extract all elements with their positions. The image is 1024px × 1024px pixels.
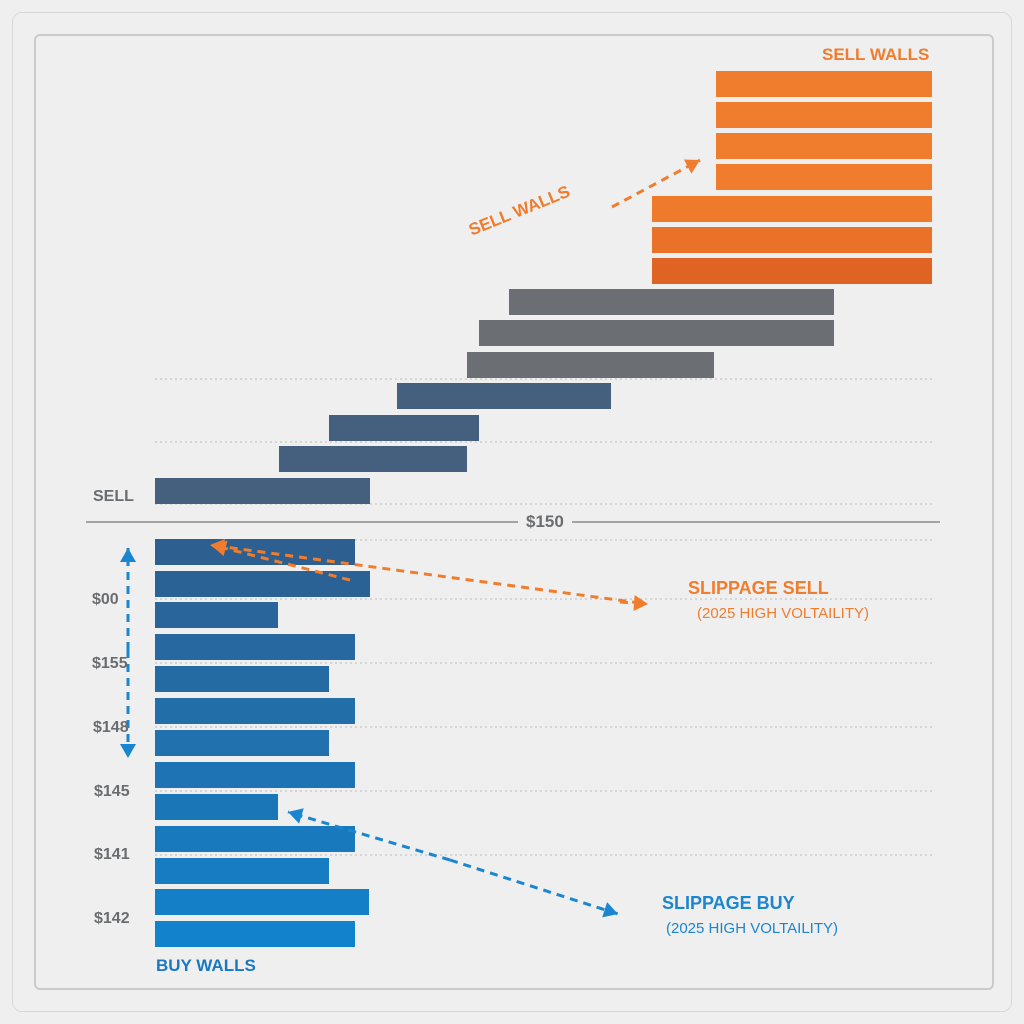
order-bar xyxy=(155,889,369,915)
slippage-sell-subtitle: (2025 HIGH VOLTAILITY) xyxy=(697,605,869,622)
order-bar xyxy=(155,730,329,756)
order-bar xyxy=(716,102,932,128)
slippage-buy-arrow xyxy=(449,858,619,916)
slippage-buy-subtitle: (2025 HIGH VOLTAILITY) xyxy=(666,920,838,937)
slippage-sell-arrow xyxy=(211,543,351,582)
tick-label: $145 xyxy=(94,783,130,800)
sell-walls-arrow xyxy=(611,158,701,209)
slippage-buy-label: SLIPPAGE BUY xyxy=(662,893,795,913)
order-bar xyxy=(155,762,355,788)
tick-label: $155 xyxy=(92,655,128,672)
order-bar xyxy=(155,858,329,884)
sell-walls-arrow-head xyxy=(683,159,700,174)
order-bar xyxy=(279,446,467,472)
order-bar xyxy=(716,133,932,159)
order-bar xyxy=(155,602,278,628)
slippage-buy-arrow-head xyxy=(602,902,618,918)
slippage-sell-arrow-head xyxy=(212,540,228,557)
range-arrow-up-head xyxy=(120,548,136,562)
order-bar xyxy=(155,921,355,947)
order-bar xyxy=(155,826,355,852)
chart-frame xyxy=(34,34,994,990)
order-bar xyxy=(155,698,355,724)
order-bar xyxy=(329,415,479,441)
order-bar xyxy=(155,571,370,597)
order-bar xyxy=(155,478,370,504)
order-bar xyxy=(155,539,355,565)
sell-walls-title: SELL WALLS xyxy=(822,45,930,64)
slippage-sell-arrow-end-head xyxy=(633,595,648,611)
order-bar xyxy=(397,383,611,409)
order-bar xyxy=(716,71,932,97)
order-bar xyxy=(509,289,834,315)
order-bar xyxy=(155,666,329,692)
outer-frame xyxy=(12,12,1012,1012)
tick-label: $142 xyxy=(94,910,130,927)
order-bar xyxy=(652,258,932,284)
order-bar xyxy=(467,352,714,378)
order-bar xyxy=(155,794,278,820)
range-arrow-down-head xyxy=(120,744,136,758)
buy-walls-label: BUY WALLS xyxy=(156,956,256,975)
tick-label: $141 xyxy=(94,846,130,863)
slippage-sell-arrow xyxy=(209,543,641,605)
tick-label: $148 xyxy=(93,719,129,736)
sell-label: SELL xyxy=(93,488,134,505)
tick-label: $00 xyxy=(92,591,119,608)
order-bar xyxy=(652,196,932,222)
order-bar xyxy=(716,164,932,190)
slippage-sell-label: SLIPPAGE SELL xyxy=(688,578,829,598)
slippage-sell-arrow-end xyxy=(619,600,649,606)
mid-price-label: $150 xyxy=(518,512,572,532)
order-bar xyxy=(652,227,932,253)
slippage-buy-arrow-head xyxy=(288,808,304,824)
order-bar xyxy=(155,634,355,660)
slippage-buy-arrow xyxy=(287,810,451,862)
order-bar xyxy=(479,320,834,346)
